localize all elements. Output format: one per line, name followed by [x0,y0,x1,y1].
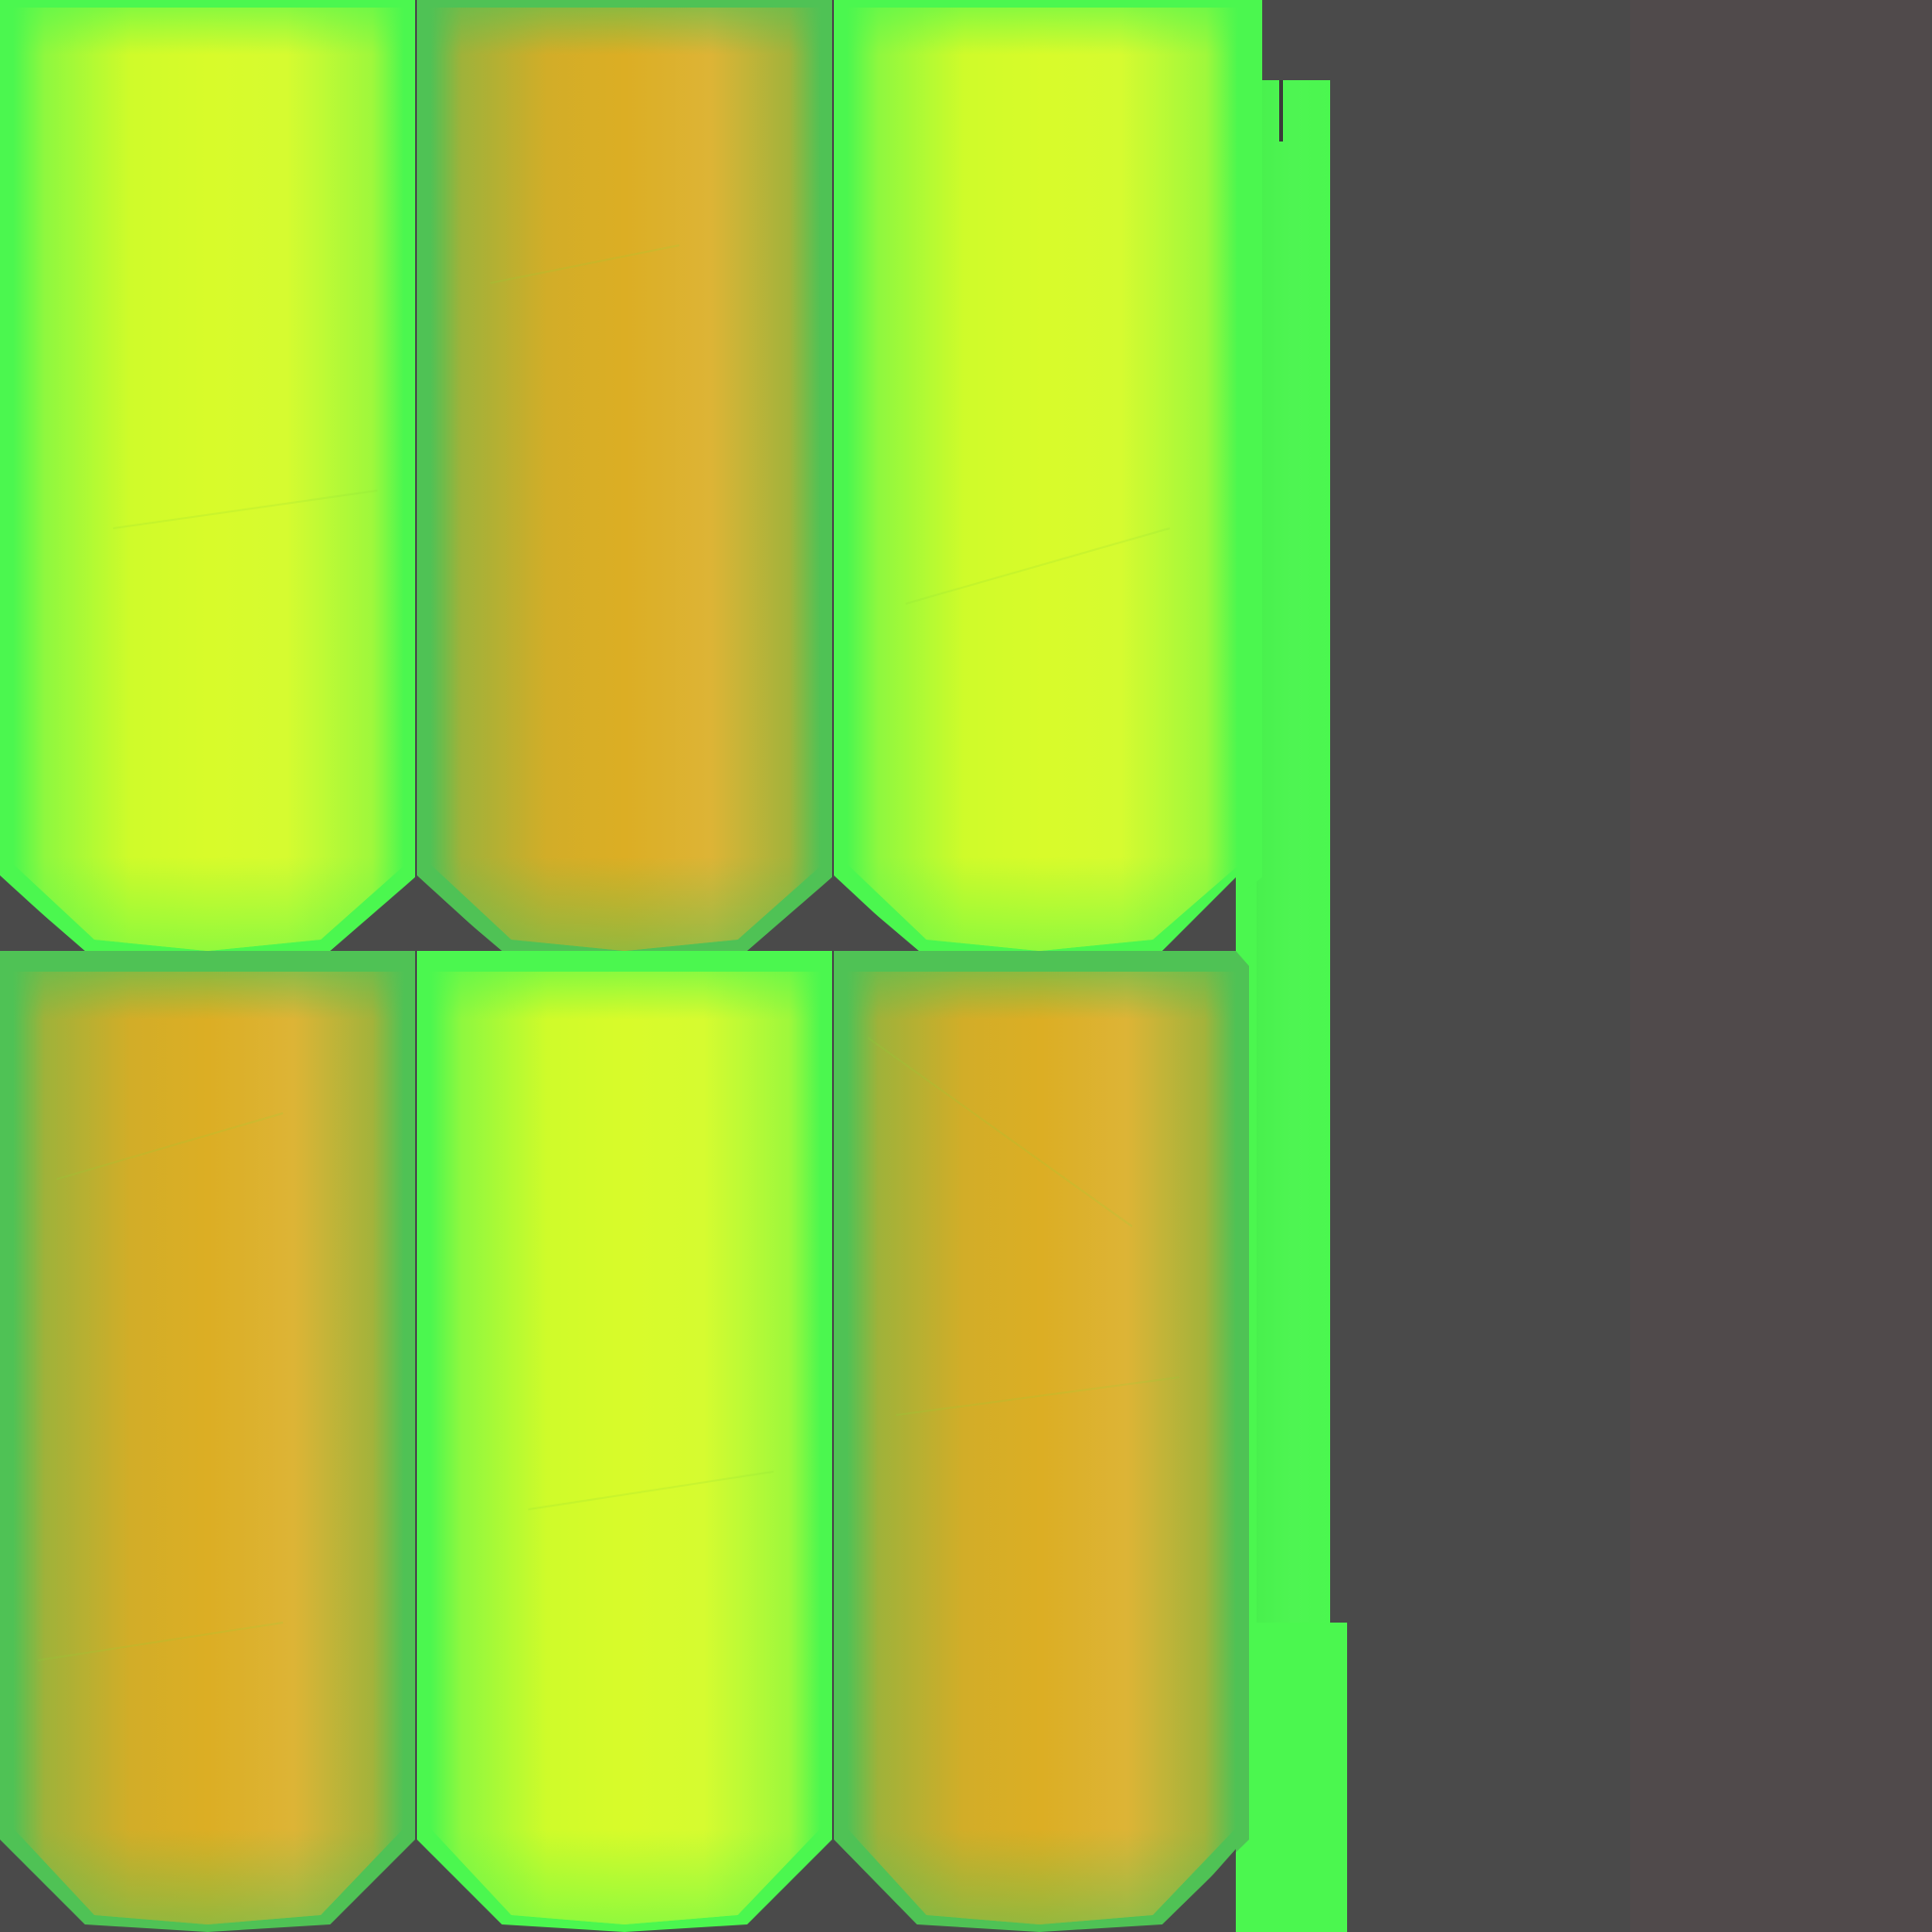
gap-r1-d [1162,877,1236,951]
gap-r2-c [747,1841,919,1932]
tile-row1-col2 [417,0,832,964]
tile-row1-col3 [834,0,1262,964]
gap-r2-a [0,1841,85,1932]
surface-scratches [37,244,1180,1661]
strip-notch [1279,80,1283,142]
gap-r1-a [0,877,85,951]
tile-row2-col1 [0,951,415,1932]
right-background-band [1630,0,1930,1932]
tile-row2-col3 [834,951,1249,1932]
side-strip-top [1255,80,1330,1623]
gap-r1-c [747,877,919,951]
tile-row1-col1 [0,0,415,964]
gap-r1-b [330,877,502,951]
gap-r2-b [330,1841,502,1932]
tile-row2-col2 [417,951,832,1932]
gap-r2-d [1162,1849,1236,1932]
